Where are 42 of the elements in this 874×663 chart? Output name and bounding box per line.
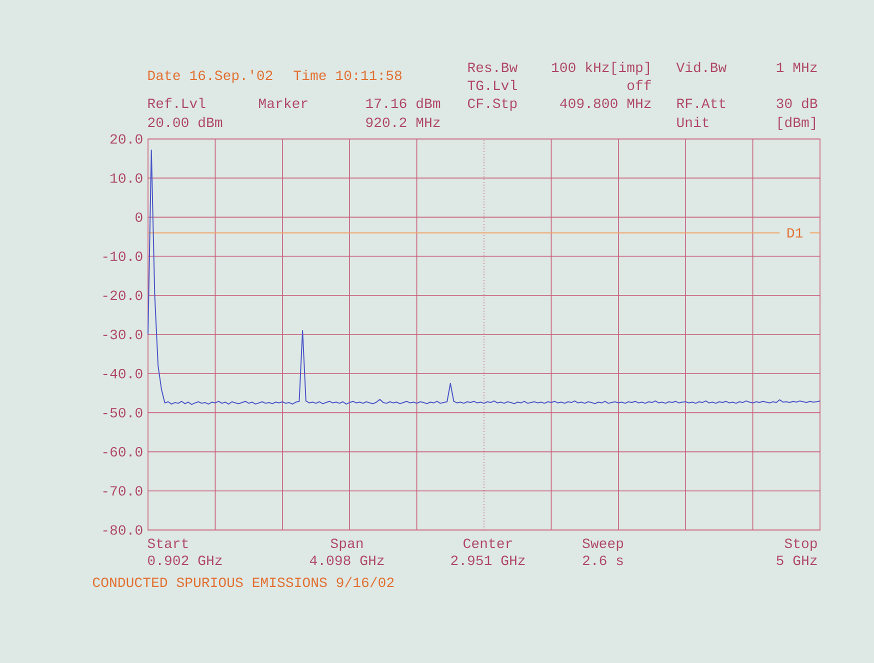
y-tick-label: 10.0 xyxy=(110,173,142,183)
text: off xyxy=(628,80,651,90)
text: 2.951 GHz xyxy=(451,556,525,566)
ref-line-label: D1 xyxy=(788,228,803,238)
text: Sweep xyxy=(582,538,624,551)
text: 17.16 dBm xyxy=(366,98,440,108)
text: 5 GHz xyxy=(776,556,817,566)
text: RF.Att xyxy=(677,98,726,108)
text: Marker xyxy=(259,98,308,108)
text: 409.800 MHz xyxy=(560,98,651,108)
text: 1 MHz xyxy=(776,62,817,72)
text: 2.6 s xyxy=(582,556,623,566)
text: 30 dB xyxy=(776,98,818,108)
y-tick-label: -40.0 xyxy=(103,368,142,378)
text: Start xyxy=(148,538,188,548)
text: Stop xyxy=(784,538,817,551)
y-tick-label: -20.0 xyxy=(103,290,142,300)
y-tick-label: -30.0 xyxy=(103,330,142,340)
text: Span xyxy=(330,538,363,551)
y-tick-label: -80.0 xyxy=(103,525,142,535)
text: Date 16.Sep.'02 xyxy=(148,70,272,83)
text: 920.2 MHz xyxy=(366,118,440,128)
text: 0.902 GHz xyxy=(148,556,222,566)
y-tick-label: -70.0 xyxy=(103,486,142,496)
text: TG.Lvl xyxy=(468,80,517,90)
text: CF.Stp xyxy=(468,98,517,111)
text: Unit xyxy=(677,116,708,128)
text: [dBm] xyxy=(778,116,815,130)
y-tick-label: -60.0 xyxy=(103,447,142,457)
text: Center xyxy=(464,538,512,548)
y-tick-label: -10.0 xyxy=(103,252,142,262)
y-tick-label: 0 xyxy=(136,212,142,222)
y-tick-label: -50.0 xyxy=(103,408,142,418)
text: Res.Bw xyxy=(468,62,518,72)
text: Ref.Lvl xyxy=(148,98,206,108)
text: Time 10:11:58 xyxy=(294,70,402,80)
y-tick-label: 20.0 xyxy=(110,134,142,144)
text: 4.098 GHz xyxy=(310,556,384,566)
text: 20.00 dBm xyxy=(148,116,222,128)
text: Vid.Bw xyxy=(676,62,726,72)
text: 100 kHz[imp] xyxy=(552,62,649,75)
text: CONDUCTED SPURIOUS EMISSIONS 9/16/02 xyxy=(92,576,394,588)
